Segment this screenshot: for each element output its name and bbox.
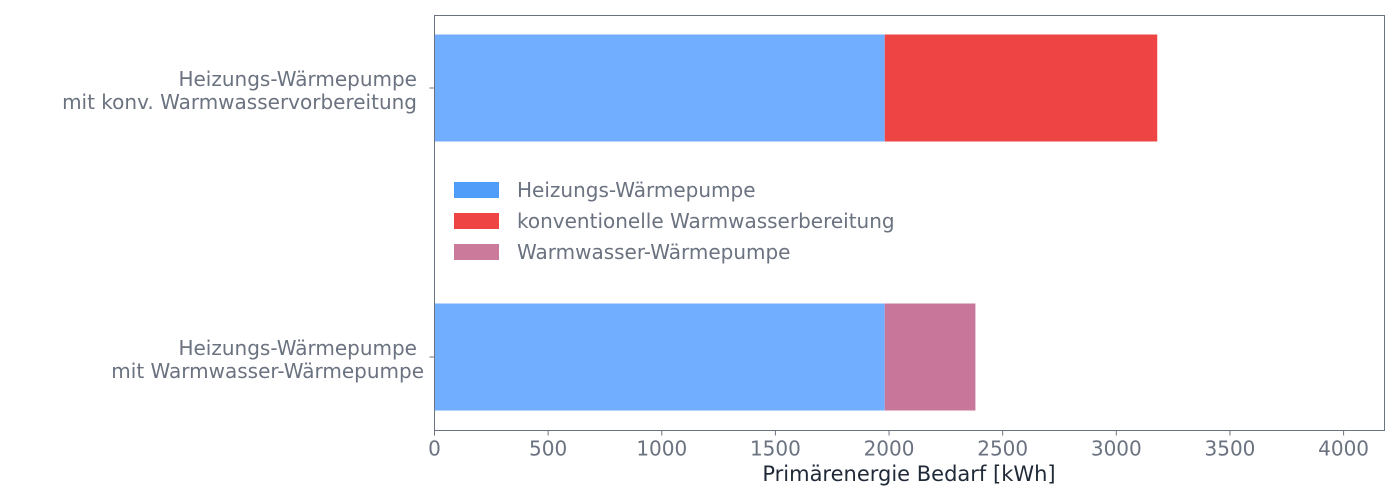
legend-label: konventionelle Warmwasserbereitung [517,209,895,233]
legend-swatch [454,182,499,198]
x-tick-label: 2500 [977,437,1028,461]
x-tick-label: 1500 [750,437,801,461]
legend-label: Heizungs-Wärmepumpe [517,178,756,202]
bar-segment [884,34,1158,142]
bar-segment [434,34,885,142]
y-tick-label: Heizungs-Wärmepumpe mit konv. Warmwasserv… [62,67,417,114]
bar-segment [884,303,976,411]
plot-frame [434,15,1385,431]
y-tick-label: Heizungs-Wärmepumpe mit Warmwasser-Wärmep… [111,336,424,383]
legend-swatch [454,213,499,229]
x-tick-label: 0 [428,437,441,461]
legend-swatch [454,244,499,260]
x-tick-label: 2000 [864,437,915,461]
x-axis-label: Primärenergie Bedarf [kWh] [762,462,1055,486]
x-tick-label: 1000 [636,437,687,461]
x-tick-label: 4000 [1318,437,1369,461]
x-tick-label: 3000 [1091,437,1142,461]
legend-label: Warmwasser-Wärmepumpe [517,240,790,264]
legend: Heizungs-Wärmepumpe konventionelle Warmwa… [454,178,895,264]
bar-segment [434,303,885,411]
x-tick-label: 3500 [1205,437,1256,461]
x-tick-label: 500 [529,437,567,461]
